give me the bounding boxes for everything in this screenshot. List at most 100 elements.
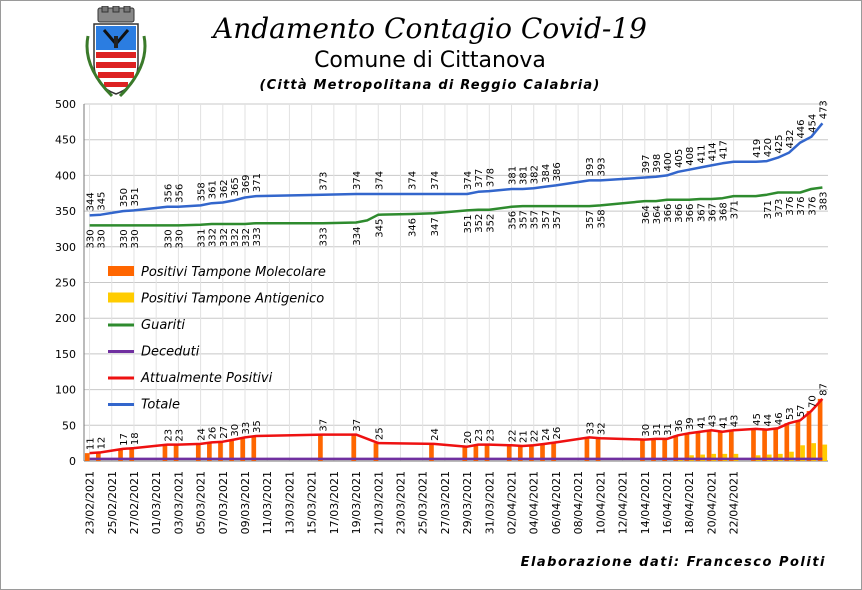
x-tick-label: 18/04/2021 — [683, 471, 696, 534]
totale-data-label: 393 — [596, 157, 607, 176]
x-tick-label: 10/04/2021 — [594, 471, 607, 534]
totale-data-label: 384 — [541, 164, 552, 183]
x-tick-label: 03/03/2021 — [172, 471, 185, 534]
bar-molecolare — [129, 448, 134, 461]
bar-data-label: 31 — [663, 423, 674, 436]
guariti-data-label: 357 — [530, 210, 541, 229]
totale-data-label: 374 — [430, 171, 441, 190]
bar-data-label: 24 — [541, 428, 552, 441]
x-tick-label: 21/03/2021 — [372, 471, 385, 534]
guariti-data-label: 366 — [663, 204, 674, 223]
bar-molecolare — [351, 434, 357, 461]
guariti-data-label: 367 — [707, 203, 718, 222]
bar-molecolare — [728, 430, 734, 461]
totale-data-label: 344 — [86, 192, 97, 211]
totale-data-label: 381 — [519, 166, 530, 185]
bar-data-label: 23 — [174, 429, 185, 442]
y-tick-label: 250 — [55, 277, 76, 290]
x-tick-label: 05/03/2021 — [195, 471, 208, 534]
x-tick-label: 20/04/2021 — [705, 471, 718, 534]
totale-data-label: 374 — [463, 171, 474, 190]
bar-data-label: 39 — [685, 417, 696, 430]
bar-data-label: 36 — [674, 420, 685, 433]
totale-data-label: 373 — [319, 172, 330, 191]
bar-data-label: 37 — [319, 419, 330, 432]
totale-data-label: 361 — [208, 180, 219, 199]
totale-data-label: 411 — [696, 144, 707, 163]
bar-molecolare — [207, 442, 212, 461]
y-tick-label: 150 — [55, 348, 76, 361]
totale-data-label: 432 — [785, 129, 796, 148]
bar-molecolare — [662, 438, 667, 461]
bar-molecolare — [373, 443, 379, 461]
guariti-data-label: 371 — [763, 200, 774, 219]
guariti-data-label: 332 — [208, 228, 219, 247]
bar-data-label: 11 — [86, 437, 97, 450]
bar-molecolare — [762, 429, 767, 461]
x-tick-label: 06/04/2021 — [550, 471, 563, 534]
x-tick-label: 17/03/2021 — [328, 471, 341, 534]
x-tick-label: 09/03/2021 — [239, 471, 252, 534]
guariti-data-label: 332 — [219, 228, 230, 247]
legend-label: Positivi Tampone Molecolare — [141, 265, 326, 280]
totale-data-label: 405 — [674, 149, 685, 168]
totale-data-label: 371 — [252, 173, 263, 192]
bar-molecolare — [473, 444, 479, 461]
bar-data-label: 26 — [208, 427, 219, 440]
bar-data-label: 46 — [774, 412, 785, 425]
totale-data-label: 446 — [796, 119, 807, 138]
x-tick-label: 07/03/2021 — [217, 471, 230, 534]
legend-label: Positivi Tampone Antigenico — [141, 292, 324, 307]
bar-molecolare — [251, 436, 257, 461]
totale-data-label: 356 — [163, 184, 174, 203]
guariti-data-label: 356 — [508, 211, 519, 230]
bar-data-label: 43 — [707, 415, 718, 428]
totale-data-label: 345 — [97, 192, 108, 211]
x-tick-label: 16/04/2021 — [661, 471, 674, 534]
bar-data-label: 17 — [119, 433, 130, 446]
bar-molecolare — [462, 446, 468, 461]
legend-swatch — [108, 292, 134, 303]
totale-data-label: 417 — [719, 140, 730, 159]
bar-molecolare — [695, 431, 701, 461]
totale-data-label: 356 — [174, 184, 185, 203]
bar-molecolare — [195, 443, 201, 461]
x-tick-label: 04/04/2021 — [528, 471, 541, 534]
x-tick-label: 13/03/2021 — [283, 471, 296, 534]
totale-data-label: 350 — [119, 188, 130, 207]
series-line — [89, 186, 823, 227]
bar-molecolare — [640, 439, 645, 461]
totale-data-label: 362 — [219, 179, 230, 198]
y-tick-label: 200 — [55, 312, 76, 325]
x-tick-label: 14/04/2021 — [639, 471, 652, 534]
guariti-data-label: 330 — [97, 229, 108, 248]
bar-data-label: 43 — [730, 415, 741, 428]
y-tick-label: 100 — [55, 384, 76, 397]
bar-antigenico — [789, 451, 794, 461]
bar-molecolare — [318, 434, 323, 461]
bar-data-label: 30 — [230, 424, 241, 437]
totale-data-label: 386 — [552, 162, 563, 181]
guariti-data-label: 357 — [585, 210, 596, 229]
x-tick-label: 27/03/2021 — [439, 471, 452, 534]
totale-data-label: 398 — [652, 154, 663, 173]
bar-molecolare — [706, 430, 712, 461]
bar-data-label: 22 — [530, 430, 541, 443]
guariti-data-label: 345 — [374, 219, 385, 238]
bar-molecolare — [717, 431, 723, 461]
chart-subsubtitle: (Città Metropolitana di Reggio Calabria) — [259, 78, 601, 93]
series-line — [89, 122, 824, 217]
x-tick-label: 08/04/2021 — [572, 471, 585, 534]
guariti-data-label: 366 — [674, 204, 685, 223]
bar-data-label: 41 — [719, 416, 730, 429]
bar-data-label: 33 — [241, 422, 252, 435]
totale-data-label: 400 — [663, 152, 674, 171]
y-tick-label: 400 — [55, 169, 76, 182]
guariti-data-label: 331 — [197, 229, 208, 248]
bar-antigenico — [711, 453, 717, 461]
bar-molecolare — [773, 428, 779, 461]
bar-molecolare — [795, 420, 801, 461]
guariti-data-label: 330 — [163, 229, 174, 248]
totale-data-label: 351 — [130, 187, 141, 206]
bar-antigenico — [778, 453, 783, 461]
